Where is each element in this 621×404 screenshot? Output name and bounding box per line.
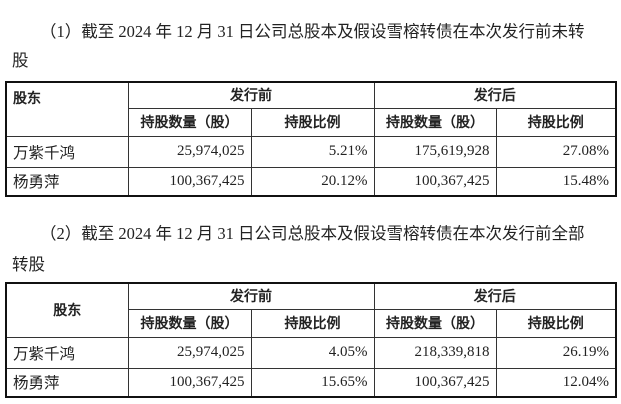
after-ratio: 12.04% [495, 367, 617, 398]
header-ratio: 持股比例 [250, 107, 375, 137]
table-row: 杨勇萍 100,367,425 20.12% 100,367,425 15.48… [5, 166, 617, 197]
section2-paragraph-cont: 转股 [12, 255, 45, 274]
table-row: 万紫千鸿 25,974,025 5.21% 175,619,928 27.08% [5, 135, 617, 168]
header-shareholder: 股东 [5, 282, 129, 338]
before-shares: 25,974,025 [127, 135, 252, 168]
before-ratio: 15.65% [250, 367, 375, 398]
table-row: 杨勇萍 100,367,425 15.65% 100,367,425 12.04… [5, 367, 617, 398]
shareholding-table-converted: 股东 发行前 发行后 持股数量（股） 持股比例 持股数量（股） 持股比例 万紫千… [5, 282, 617, 398]
header-before-issue: 发行前 [127, 81, 375, 109]
before-ratio: 4.05% [250, 336, 375, 369]
header-after-issue: 发行后 [373, 282, 617, 310]
before-shares: 25,974,025 [127, 336, 252, 369]
table-row: 万紫千鸿 25,974,025 4.05% 218,339,818 26.19% [5, 336, 617, 369]
header-shares: 持股数量（股） [127, 107, 252, 137]
header-ratio: 持股比例 [250, 308, 375, 338]
section1-paragraph-cont: 股 [12, 51, 29, 70]
section2-paragraph: （2）截至 2024 年 12 月 31 日公司总股本及假设雪榕转债在本次发行前… [40, 224, 585, 243]
before-shares: 100,367,425 [127, 166, 252, 197]
header-shareholder: 股东 [5, 81, 129, 137]
after-shares: 100,367,425 [373, 166, 497, 197]
shareholder-name: 万紫千鸿 [5, 135, 129, 168]
after-ratio: 26.19% [495, 336, 617, 369]
section1-paragraph: （1）截至 2024 年 12 月 31 日公司总股本及假设雪榕转债在本次发行前… [40, 22, 585, 41]
after-ratio: 15.48% [495, 166, 617, 197]
header-ratio: 持股比例 [495, 107, 617, 137]
after-ratio: 27.08% [495, 135, 617, 168]
after-shares: 218,339,818 [373, 336, 497, 369]
shareholder-name: 万紫千鸿 [5, 336, 129, 369]
after-shares: 175,619,928 [373, 135, 497, 168]
before-shares: 100,367,425 [127, 367, 252, 398]
header-ratio: 持股比例 [495, 308, 617, 338]
header-shares: 持股数量（股） [127, 308, 252, 338]
header-after-issue: 发行后 [373, 81, 617, 109]
before-ratio: 20.12% [250, 166, 375, 197]
after-shares: 100,367,425 [373, 367, 497, 398]
header-shares: 持股数量（股） [373, 308, 497, 338]
shareholder-name: 杨勇萍 [5, 166, 129, 197]
header-before-issue: 发行前 [127, 282, 375, 310]
shareholding-table-unconverted: 股东 发行前 发行后 持股数量（股） 持股比例 持股数量（股） 持股比例 万紫千… [5, 81, 617, 197]
before-ratio: 5.21% [250, 135, 375, 168]
shareholder-name: 杨勇萍 [5, 367, 129, 398]
header-shares: 持股数量（股） [373, 107, 497, 137]
